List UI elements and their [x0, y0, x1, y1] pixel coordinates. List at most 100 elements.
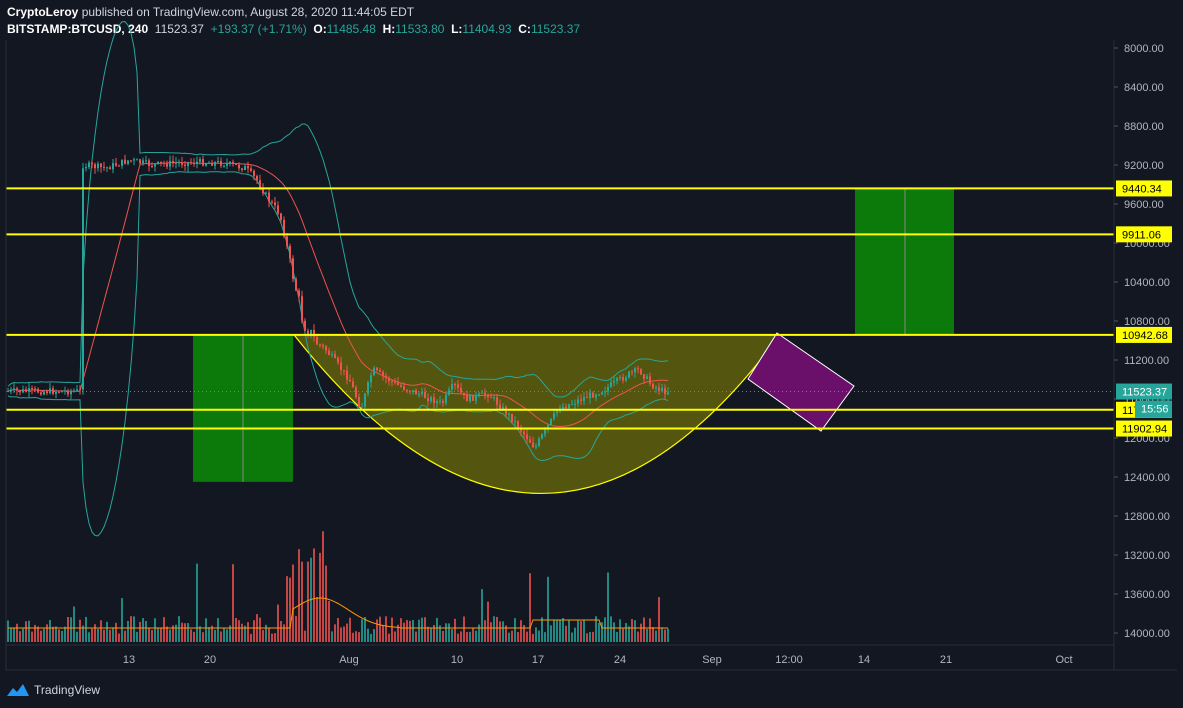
volume-bar	[505, 625, 507, 642]
publish-line: CryptoLeroy published on TradingView.com…	[7, 4, 1007, 20]
volume-bar	[187, 623, 189, 642]
candle-body	[307, 330, 309, 337]
volume-bar	[565, 625, 567, 642]
candle-body	[100, 163, 102, 167]
volume-bar	[307, 561, 309, 642]
volume-bar	[634, 620, 636, 642]
candle-body	[49, 388, 51, 394]
volume-bar	[169, 629, 171, 642]
volume-bar	[496, 616, 498, 642]
candle-body	[205, 163, 207, 166]
candle-body	[571, 403, 573, 405]
candle-body	[427, 398, 429, 402]
volume-bar	[295, 615, 297, 642]
tradingview-logo-icon	[7, 684, 29, 696]
candle-body	[52, 388, 54, 394]
volume-bar	[343, 626, 345, 642]
volume-bar	[10, 627, 12, 642]
volume-bar	[148, 627, 150, 642]
volume-bar	[646, 628, 648, 642]
candle-body	[139, 159, 141, 164]
volume-bar	[127, 620, 129, 642]
candle-body	[223, 165, 225, 167]
candle-body	[46, 391, 48, 394]
candle-body	[340, 362, 342, 371]
volume-bar	[637, 631, 639, 642]
horizontal-levels[interactable]	[6, 187, 1114, 430]
time-tick-label: 14	[858, 654, 870, 666]
candle-body	[232, 161, 234, 164]
candle-body	[250, 168, 252, 171]
volume-bar	[85, 616, 87, 642]
candle-body	[217, 161, 219, 163]
symbol-label[interactable]: BITSTAMP:BTCUSD, 240	[7, 22, 149, 36]
candle-body	[70, 391, 72, 395]
candle-body	[457, 384, 459, 388]
candle-body	[187, 162, 189, 166]
candle-body	[637, 368, 639, 370]
candle-body	[208, 162, 210, 164]
price-tick-label: 9200.00	[1124, 160, 1164, 172]
volume-bar	[400, 618, 402, 642]
tradingview-footer[interactable]: TradingView	[6, 680, 100, 700]
volume-bar	[181, 622, 183, 642]
volume-bar	[79, 619, 81, 642]
candle-body	[178, 162, 180, 164]
candle-body	[34, 388, 36, 390]
candle-body	[259, 180, 261, 188]
volume-bar	[19, 631, 21, 642]
volume-bar	[355, 631, 357, 642]
volume-bar	[94, 624, 96, 642]
volume-bar	[364, 617, 366, 642]
volume-bar	[16, 623, 18, 642]
volume-bar	[370, 633, 372, 642]
volume-bar	[25, 621, 27, 642]
cup-pattern[interactable]	[292, 334, 782, 494]
candle-body	[652, 383, 654, 389]
candle-body	[499, 404, 501, 410]
candle-body	[211, 162, 213, 166]
volume-bar	[466, 632, 468, 642]
volume-bar	[316, 597, 318, 642]
countdown-text: 15:56	[1141, 404, 1169, 416]
volume-bar	[301, 561, 303, 642]
volume-bar	[421, 617, 423, 642]
volume-bar	[601, 622, 603, 642]
volume-bar	[178, 616, 180, 642]
volume-bar	[97, 628, 99, 642]
volume-bar	[235, 617, 237, 642]
volume-bar	[115, 622, 117, 642]
volume-bar	[613, 622, 615, 642]
volume-ma-line	[8, 597, 668, 629]
volume-bar	[478, 624, 480, 642]
volume-bar	[352, 632, 354, 642]
time-axis[interactable]: 13 20 Aug 10 17 24 Sep 12:00 14 21 Oct	[123, 654, 1073, 666]
candle-body	[277, 205, 279, 214]
time-tick-label: Aug	[339, 654, 359, 666]
volume-bar	[460, 631, 462, 642]
volume-bar	[331, 631, 333, 642]
candle-body	[370, 375, 372, 383]
candle-body	[619, 376, 621, 379]
candle-body	[214, 162, 216, 166]
close-value: 11523.37	[530, 22, 581, 36]
volume-bar	[91, 628, 93, 642]
volume-bar	[271, 633, 273, 642]
candle-body	[373, 367, 375, 376]
candle-body	[40, 392, 42, 395]
price-tick-label: 10800.00	[1124, 316, 1170, 328]
author-name[interactable]: CryptoLeroy	[7, 5, 79, 19]
time-tick-label: 21	[940, 654, 952, 666]
volume-bar	[418, 619, 420, 642]
candle-body	[247, 166, 249, 169]
candle-body	[67, 390, 69, 395]
handle-box[interactable]	[747, 332, 855, 432]
volume-bar	[34, 624, 36, 642]
volume-bar	[154, 618, 156, 642]
volume-bar	[334, 624, 336, 642]
candle-body	[385, 375, 387, 378]
volume-bar	[583, 619, 585, 642]
volume-bar	[604, 617, 606, 642]
volume-bar	[223, 627, 225, 642]
